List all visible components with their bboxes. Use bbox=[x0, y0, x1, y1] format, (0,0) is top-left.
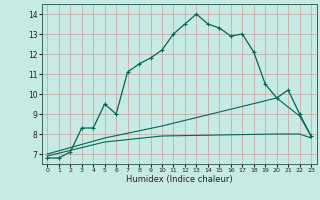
X-axis label: Humidex (Indice chaleur): Humidex (Indice chaleur) bbox=[126, 175, 233, 184]
